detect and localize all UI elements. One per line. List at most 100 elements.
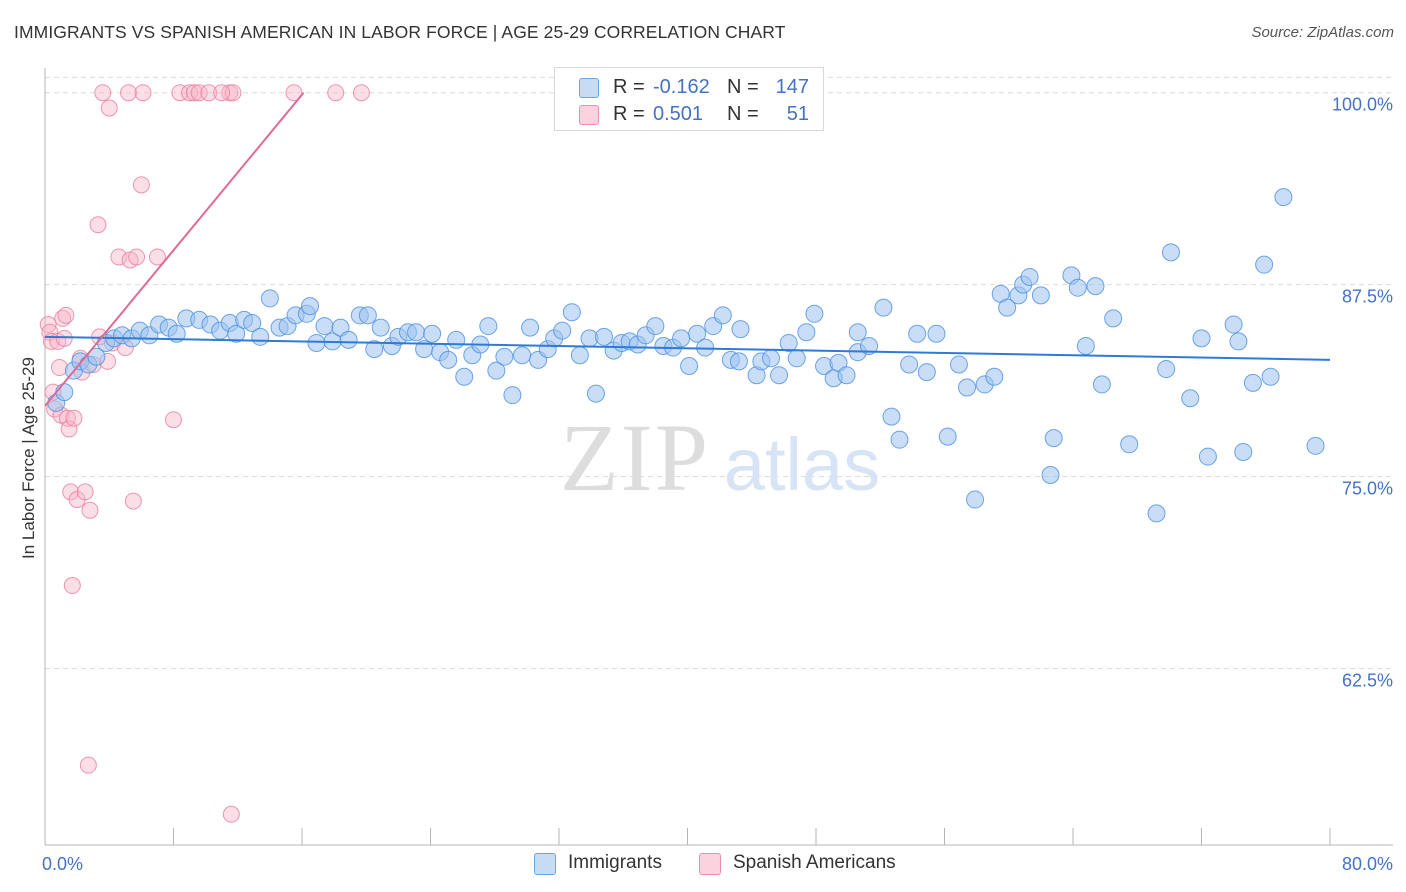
chart-title: IMMIGRANTS VS SPANISH AMERICAN IN LABOR … [14,22,786,42]
spanish-american-point [128,248,146,266]
immigrants-point [646,317,665,336]
spanish-american-point [132,176,150,194]
immigrants-point [1120,435,1139,454]
legend-n-label: N = [727,103,759,125]
spanish-american-point [222,805,240,823]
immigrants-point [805,304,824,323]
correlation-legend: R = -0.162 N = 147 R = 0.501 N = 51 [554,67,824,131]
immigrants-points [47,188,1325,523]
axes [44,68,1393,846]
spanish-american-point [63,577,81,595]
immigrants-point [495,347,514,366]
immigrants-point [1086,277,1105,296]
legend-n-value: 147 [775,76,809,98]
immigrants-point [1261,367,1280,386]
immigrants-point [315,317,334,336]
spanish-american-point [134,84,152,102]
immigrants-point [301,297,320,316]
immigrants-point [365,340,384,359]
watermark-zip: ZIP [560,404,710,511]
immigrants-point [688,324,707,343]
source-label: Source: ZipAtlas.com [1251,24,1394,41]
immigrants-point [167,324,186,343]
immigrants-point [455,367,474,386]
immigrants-point [908,324,927,343]
immigrants-point [713,306,732,325]
immigrants-point [1031,286,1050,305]
spanish-american-point [76,483,94,501]
immigrants-point [479,317,498,336]
immigrants-trend-line [44,335,1331,361]
legend-n-value: 51 [786,103,809,125]
immigrants-point [917,363,936,382]
immigrants-point [762,349,781,368]
immigrants-point [731,320,750,339]
watermark-atlas: atlas [724,423,880,506]
immigrants-point [874,298,893,317]
spanish-american-point [65,409,83,427]
immigrants-point [779,333,798,352]
spanish-american-point [81,501,99,519]
immigrants-point [521,318,540,337]
y-tick-label: 75.0% [1342,479,1393,499]
legend-n-label: N = [727,76,759,98]
legend-label-spanish-americans: Spanish Americans [733,852,896,873]
spanish-american-point [181,84,199,102]
spanish-american-point [213,84,231,102]
immigrants-point [260,289,279,308]
immigrants-point [513,346,532,365]
immigrants-point [1234,442,1253,461]
immigrants-point [848,323,867,342]
legend-r-label: R = [613,103,645,125]
immigrants-point [339,330,358,349]
immigrants-point [439,350,458,369]
watermark: ZIP atlas [560,404,880,511]
immigrants-point [985,367,1004,386]
immigrants-point [562,303,581,322]
spanish-american-point [165,411,182,429]
immigrants-point [371,318,390,337]
immigrants-point [570,346,589,365]
spanish-american-point [54,309,72,327]
spanish-american-point [120,84,138,102]
immigrants-point [1068,278,1087,297]
immigrants-point [1198,447,1217,466]
immigrants-point [1157,360,1176,379]
immigrants-point [1255,255,1274,274]
immigrants-point [1161,243,1180,262]
immigrants-point [949,355,968,374]
immigrants-point [407,323,426,342]
spanish-american-point [94,84,112,102]
immigrants-point [1224,315,1243,334]
immigrants-point [243,314,262,332]
y-axis-label: In Labor Force | Age 25-29 [19,357,38,559]
y-tick-label: 87.5% [1342,287,1393,307]
immigrants-point [251,327,270,346]
immigrants-point [1243,373,1262,392]
spanish-american-point [124,492,142,510]
immigrants-point [966,490,985,509]
spanish-american-point [110,248,128,266]
spanish-american-point [89,216,107,234]
spanish-american-point [100,99,118,117]
immigrants-point [87,347,106,366]
legend-r-value: -0.162 [653,76,710,98]
immigrants-point [227,324,246,343]
spanish-american-point [50,359,68,377]
immigrants-point [1041,465,1060,484]
spanish-american-point [79,756,97,774]
immigrants-point [1229,332,1248,351]
immigrants-point [927,324,946,343]
spanish-american-point [352,84,370,102]
immigrants-point [900,355,919,374]
immigrants-point [1147,504,1166,523]
immigrants-point [1306,436,1325,455]
immigrants-point [503,386,522,405]
immigrants-point [447,330,466,349]
spanish-american-point [185,84,203,102]
legend-swatch-immigrants [579,78,599,98]
legend-swatch-immigrants [534,853,556,875]
immigrants-point [423,324,442,343]
legend-swatch-spanish [699,853,721,875]
